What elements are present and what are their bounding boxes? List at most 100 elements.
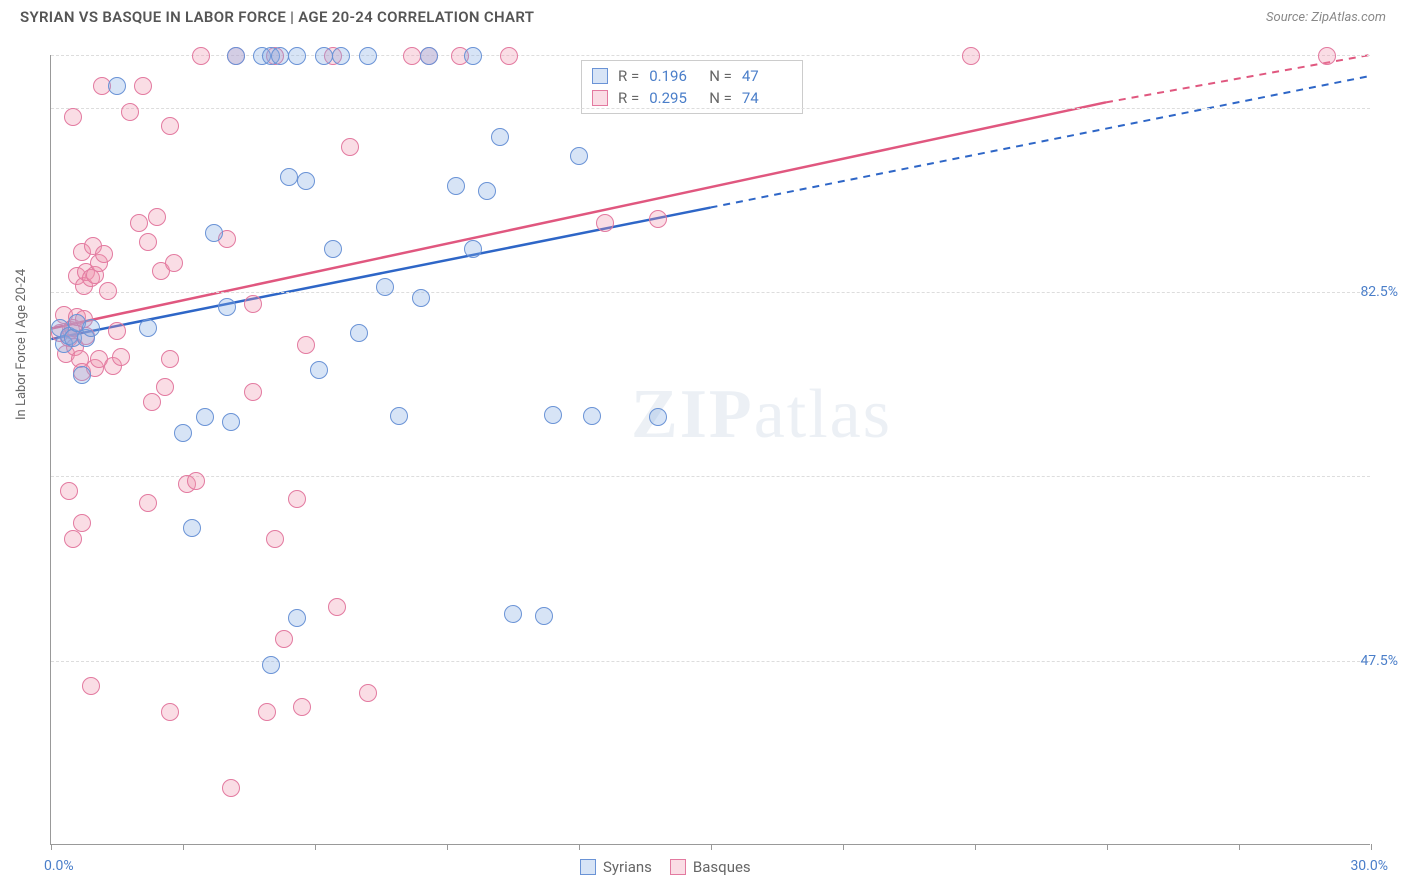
point-syrians [350, 324, 368, 342]
x-tick [975, 844, 976, 850]
point-basques [82, 677, 100, 695]
point-basques [95, 245, 113, 263]
x-tick [1107, 844, 1108, 850]
gridline [51, 292, 1370, 293]
point-basques [64, 108, 82, 126]
legend-row-basques: R = 0.295 N = 74 [592, 87, 792, 109]
legend-label-basques: Basques [693, 858, 751, 876]
point-basques [288, 490, 306, 508]
legend-label-syrians: Syrians [603, 858, 652, 876]
r-label: R = [618, 89, 639, 107]
point-syrians [412, 289, 430, 307]
watermark: ZIPatlas [631, 375, 892, 455]
point-syrians [570, 147, 588, 165]
point-basques [161, 117, 179, 135]
point-syrians [222, 413, 240, 431]
r-value-syrians: 0.196 [649, 67, 699, 85]
point-basques [143, 393, 161, 411]
gridline [51, 108, 1370, 109]
point-syrians [544, 406, 562, 424]
point-syrians [227, 47, 245, 65]
y-tick-label: 82.5% [1360, 284, 1398, 300]
point-syrians [315, 47, 333, 65]
gridline [51, 661, 1370, 662]
x-tick [315, 844, 316, 850]
swatch-basques [592, 90, 608, 106]
point-syrians [359, 47, 377, 65]
n-label: N = [709, 67, 732, 85]
legend-row-syrians: R = 0.196 N = 47 [592, 65, 792, 87]
point-syrians [288, 47, 306, 65]
point-syrians [262, 656, 280, 674]
point-basques [130, 214, 148, 232]
scatter-chart: ZIPatlas R = 0.196 N = 47 R = 0.295 N = … [50, 55, 1370, 845]
point-syrians [390, 407, 408, 425]
point-basques [139, 494, 157, 512]
point-basques [275, 630, 293, 648]
x-tick-max: 30.0% [1350, 858, 1388, 874]
point-syrians [464, 47, 482, 65]
gridline [51, 55, 1370, 56]
n-value-basques: 74 [742, 89, 792, 107]
point-syrians [310, 361, 328, 379]
point-basques [64, 530, 82, 548]
point-syrians [420, 47, 438, 65]
point-syrians [218, 298, 236, 316]
point-basques [328, 598, 346, 616]
swatch-syrians [580, 859, 596, 875]
point-basques [244, 383, 262, 401]
point-basques [596, 214, 614, 232]
point-syrians [491, 128, 509, 146]
x-tick [843, 844, 844, 850]
point-basques [222, 779, 240, 797]
point-basques [148, 208, 166, 226]
point-basques [649, 210, 667, 228]
point-basques [165, 254, 183, 272]
legend-item-syrians: Syrians [580, 858, 652, 876]
n-value-syrians: 47 [742, 67, 792, 85]
chart-title: SYRIAN VS BASQUE IN LABOR FORCE | AGE 20… [20, 8, 534, 26]
point-basques [156, 378, 174, 396]
point-syrians [478, 182, 496, 200]
point-syrians [464, 240, 482, 258]
source-label: Source: ZipAtlas.com [1266, 10, 1386, 25]
point-basques [60, 482, 78, 500]
x-tick-min: 0.0% [44, 858, 74, 874]
n-label: N = [709, 89, 732, 107]
point-basques [134, 77, 152, 95]
regression-lines [51, 55, 1370, 844]
x-tick [579, 844, 580, 850]
x-tick [447, 844, 448, 850]
point-basques [1318, 47, 1336, 65]
point-basques [108, 322, 126, 340]
legend-item-basques: Basques [670, 858, 751, 876]
gridline [51, 476, 1370, 477]
point-syrians [332, 47, 350, 65]
point-basques [244, 295, 262, 313]
point-syrians [324, 240, 342, 258]
point-basques [266, 530, 284, 548]
x-tick [1371, 844, 1372, 850]
point-syrians [288, 609, 306, 627]
point-basques [73, 514, 91, 532]
point-basques [121, 103, 139, 121]
point-syrians [183, 519, 201, 537]
point-basques [341, 138, 359, 156]
point-syrians [280, 168, 298, 186]
point-basques [403, 47, 421, 65]
point-basques [112, 348, 130, 366]
point-basques [139, 233, 157, 251]
y-axis-label: In Labor Force | Age 20-24 [14, 269, 29, 420]
point-basques [161, 703, 179, 721]
point-basques [161, 350, 179, 368]
point-basques [187, 472, 205, 490]
x-tick [51, 844, 52, 850]
point-basques [192, 47, 210, 65]
point-basques [500, 47, 518, 65]
point-syrians [205, 224, 223, 242]
x-tick [711, 844, 712, 850]
x-tick [1239, 844, 1240, 850]
swatch-syrians [592, 68, 608, 84]
point-syrians [174, 424, 192, 442]
point-syrians [139, 319, 157, 337]
